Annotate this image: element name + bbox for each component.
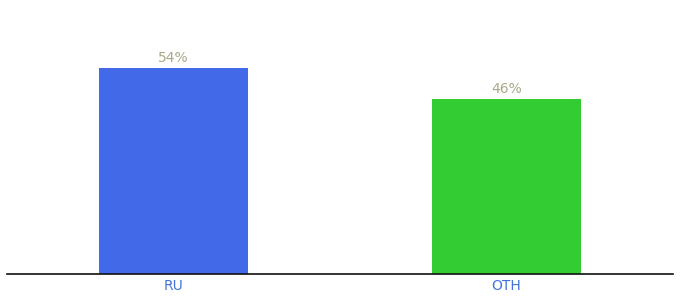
Bar <box>432 99 581 274</box>
Text: 46%: 46% <box>491 82 522 95</box>
Text: 54%: 54% <box>158 51 189 65</box>
Bar <box>99 68 248 274</box>
